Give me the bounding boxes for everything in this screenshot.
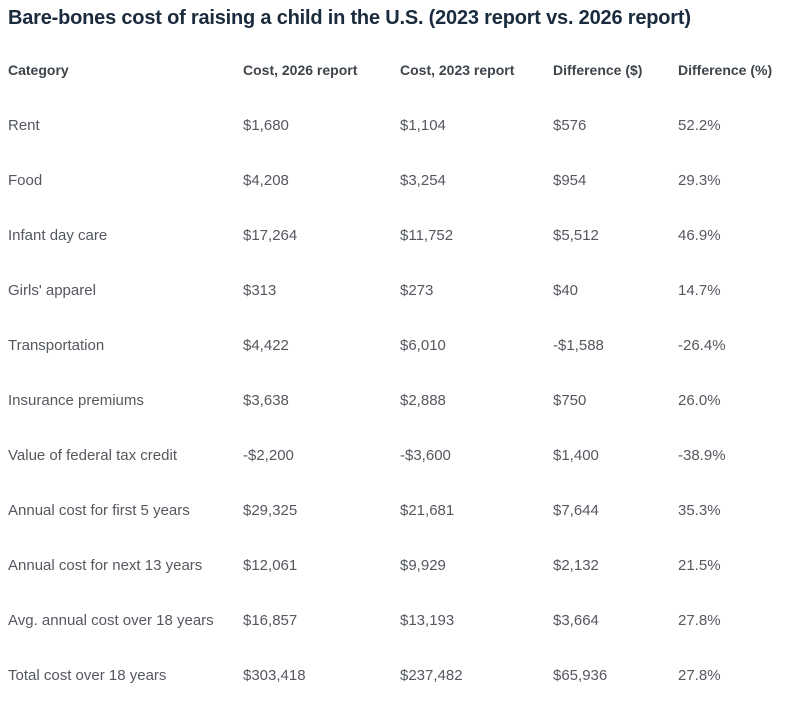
value-cell: 21.5% (678, 557, 721, 574)
value-cell: $17,264 (243, 227, 298, 244)
value-cell: $21,681 (400, 502, 455, 519)
value-cell: $12,061 (243, 557, 298, 574)
value-cell: 29.3% (678, 172, 721, 189)
category-cell: Value of federal tax credit (8, 447, 177, 464)
column-header: Cost, 2023 report (400, 62, 515, 78)
table-row: Annual cost for next 13 years $12,061 $9,9… (0, 538, 800, 593)
value-cell: $6,010 (400, 337, 446, 354)
value-cell: $303,418 (243, 667, 306, 684)
value-cell: $29,325 (243, 502, 298, 519)
value-cell: $16,857 (243, 612, 298, 629)
category-cell: Annual cost for first 5 years (8, 502, 190, 519)
value-cell: 46.9% (678, 227, 721, 244)
column-header: Difference ($) (553, 62, 643, 78)
cost-comparison-table: Category Cost, 2026 report Cost, 2023 repo… (0, 42, 800, 703)
table-row: Annual cost for first 5 years $29,325 $21,… (0, 483, 800, 538)
table-row: Rent $1,680 $1,104 $576 52.2% (0, 98, 800, 153)
value-cell: $13,193 (400, 612, 455, 629)
value-cell: $3,254 (400, 172, 446, 189)
category-cell: Annual cost for next 13 years (8, 557, 203, 574)
value-cell: $313 (243, 282, 277, 299)
value-cell: 52.2% (678, 117, 721, 134)
category-cell: Total cost over 18 years (8, 667, 167, 684)
value-cell: -$3,600 (400, 447, 451, 464)
value-cell: -$1,588 (553, 337, 604, 354)
category-cell: Avg. annual cost over 18 years (8, 612, 214, 629)
value-cell: $237,482 (400, 667, 463, 684)
table-header-row: Category Cost, 2026 report Cost, 2023 repo… (0, 42, 800, 98)
value-cell: $11,752 (400, 227, 454, 244)
value-cell: $4,422 (243, 337, 289, 354)
value-cell: $954 (553, 172, 587, 189)
value-cell: $40 (553, 282, 579, 299)
value-cell: $1,680 (243, 117, 289, 134)
category-cell: Rent (8, 117, 40, 134)
value-cell: $576 (553, 117, 587, 134)
table-body: Rent $1,680 $1,104 $576 52.2% Food $4,208 $3,25… (0, 98, 800, 703)
table-row: Value of federal tax credit -$2,200 -$3,60… (0, 428, 800, 483)
value-cell: $3,638 (243, 392, 289, 409)
value-cell: -26.4% (678, 337, 726, 354)
value-cell: -38.9% (678, 447, 726, 464)
table-row: Food $4,208 $3,254 $954 29.3% (0, 153, 800, 208)
column-header: Category (8, 62, 69, 78)
category-cell: Transportation (8, 337, 105, 354)
cost-table-figure: Bare-bones cost of raising a child in th… (0, 6, 800, 703)
value-cell: $7,644 (553, 502, 599, 519)
page-title: Bare-bones cost of raising a child in th… (8, 7, 691, 29)
table-row: Infant day care $17,264 $11,752 $5,512 46.9% (0, 208, 800, 263)
category-cell: Insurance premiums (8, 392, 144, 409)
value-cell: $4,208 (243, 172, 289, 189)
value-cell: $750 (553, 392, 587, 409)
value-cell: $65,936 (553, 667, 608, 684)
value-cell: $5,512 (553, 227, 599, 244)
table-row: Insurance premiums $3,638 $2,888 $750 26.0% (0, 373, 800, 428)
table-header: Category Cost, 2026 report Cost, 2023 repo… (0, 42, 800, 98)
category-cell: Infant day care (8, 227, 108, 244)
table-row: Total cost over 18 years $303,418 $237,482… (0, 648, 800, 703)
table-row: Avg. annual cost over 18 years $16,857 $13… (0, 593, 800, 648)
value-cell: 26.0% (678, 392, 721, 409)
value-cell: $2,132 (553, 557, 599, 574)
value-cell: $1,400 (553, 447, 599, 464)
table-row: Transportation $4,422 $6,010 -$1,588 -26.4% (0, 318, 800, 373)
value-cell: $2,888 (400, 392, 446, 409)
category-cell: Food (8, 172, 43, 189)
value-cell: 27.8% (678, 667, 721, 684)
column-header: Cost, 2026 report (243, 62, 358, 78)
value-cell: $1,104 (400, 117, 446, 134)
value-cell: -$2,200 (243, 447, 294, 464)
table-row: Girls' apparel $313 $273 $40 14.7% (0, 263, 800, 318)
value-cell: $273 (400, 282, 434, 299)
category-cell: Girls' apparel (8, 282, 96, 299)
value-cell: $3,664 (553, 612, 599, 629)
value-cell: 27.8% (678, 612, 721, 629)
value-cell: $9,929 (400, 557, 446, 574)
column-header: Difference (%) (678, 62, 773, 78)
value-cell: 35.3% (678, 502, 721, 519)
value-cell: 14.7% (678, 282, 721, 299)
